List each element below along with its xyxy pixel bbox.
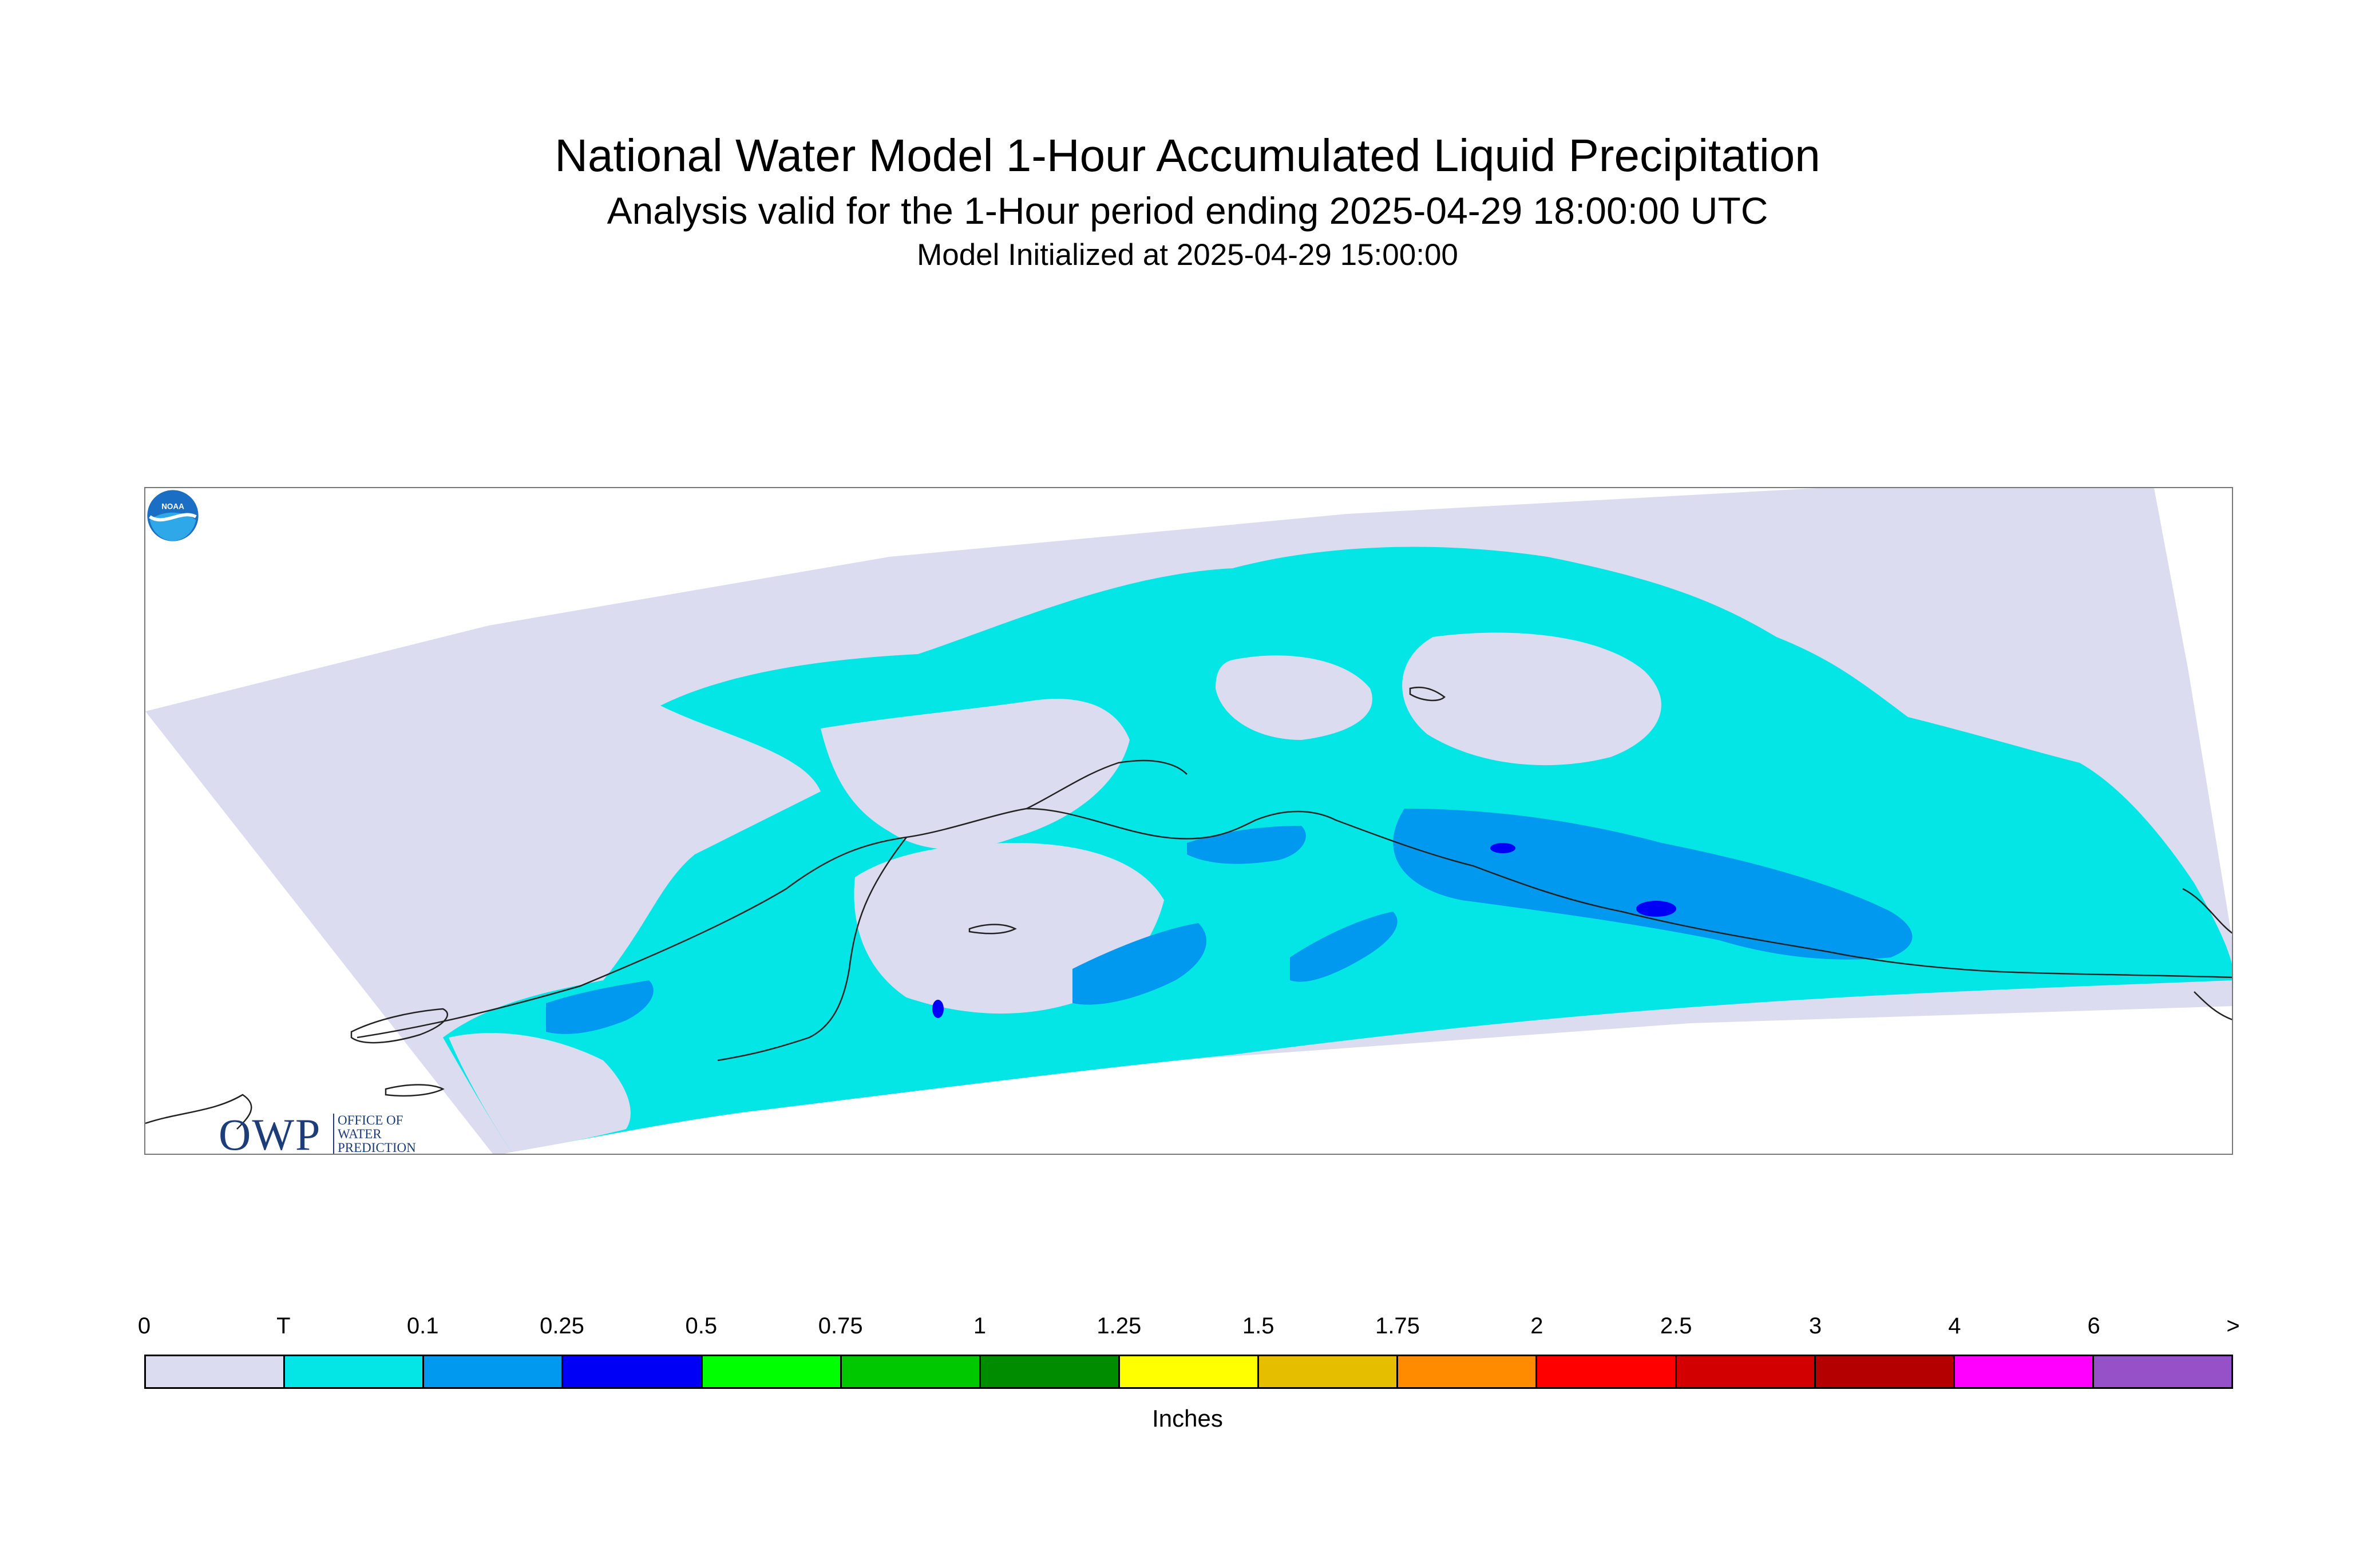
legend-tick-label: 0.1 bbox=[406, 1313, 439, 1339]
legend-tick-label: T bbox=[276, 1313, 291, 1339]
legend-tick-label: 6 bbox=[2087, 1313, 2100, 1339]
legend-tick-label: 2.5 bbox=[1660, 1313, 1692, 1339]
legend-swatch bbox=[1398, 1356, 1538, 1387]
coastline-lake-north bbox=[1409, 686, 1446, 702]
coastline-island-south bbox=[385, 1084, 445, 1097]
legend-tick-label: 1.25 bbox=[1097, 1313, 1142, 1339]
legend-tick-label: 0.5 bbox=[685, 1313, 718, 1339]
noaa-logo: NOAA bbox=[145, 488, 200, 543]
legend-swatch bbox=[702, 1356, 842, 1387]
precipitation-map: OWP OFFICE OF WATER PREDICTION NOAA bbox=[144, 487, 2233, 1155]
legend-tick-label: 1.5 bbox=[1242, 1313, 1274, 1339]
legend-tick-label: 3 bbox=[1808, 1313, 1822, 1339]
coastline-southeast bbox=[2182, 888, 2232, 1020]
valid-period-subtitle: Analysis valid for the 1-Hour period end… bbox=[607, 189, 1768, 232]
dry-southwest-corner bbox=[449, 1033, 631, 1152]
legend-tick-label: 0.75 bbox=[818, 1313, 863, 1339]
legend-swatch bbox=[285, 1356, 425, 1387]
dry-interior-east bbox=[1402, 632, 1661, 766]
coastline-lake bbox=[968, 924, 1017, 935]
coastline-inlet bbox=[1026, 759, 1188, 810]
legend-tick-label: 1 bbox=[973, 1313, 987, 1339]
legend-swatch bbox=[1676, 1356, 1816, 1387]
coastline-island-west bbox=[350, 1008, 448, 1044]
model-init-subtitle: Model Initialized at 2025-04-29 15:00:00 bbox=[917, 238, 1458, 272]
dry-interior-central bbox=[1216, 655, 1372, 740]
light-precip-kenai bbox=[1290, 912, 1398, 982]
legend-units: Inches bbox=[1152, 1405, 1223, 1432]
coastline-southwest bbox=[145, 1094, 252, 1130]
noaa-logo-text: NOAA bbox=[161, 502, 184, 510]
legend-swatch bbox=[1259, 1356, 1399, 1387]
owp-logo-text: OFFICE OF WATER PREDICTION bbox=[333, 1113, 416, 1155]
heavy-precip-core-north bbox=[1490, 843, 1515, 853]
coastline-main bbox=[357, 807, 2232, 1039]
owp-logo-line-3: PREDICTION bbox=[338, 1141, 416, 1155]
outside-domain-right bbox=[2154, 488, 2232, 938]
legend-tick-label: > bbox=[2226, 1313, 2240, 1339]
map-canvas bbox=[145, 488, 2232, 1154]
legend-swatch bbox=[424, 1356, 564, 1387]
owp-logo-mark: OWP bbox=[219, 1110, 322, 1155]
legend-swatch bbox=[1537, 1356, 1677, 1387]
owp-logo-line-1: OFFICE OF bbox=[338, 1113, 403, 1127]
heavy-precip-core-east bbox=[1636, 901, 1676, 917]
legend-swatch bbox=[563, 1356, 703, 1387]
legend-swatch bbox=[980, 1356, 1120, 1387]
legend-swatch bbox=[841, 1356, 981, 1387]
legend-tick-label: 2 bbox=[1530, 1313, 1543, 1339]
legend-swatch bbox=[2093, 1356, 2232, 1387]
trace-precip-main bbox=[443, 547, 2232, 1152]
legend-tick-label: 0.25 bbox=[540, 1313, 584, 1339]
legend-swatch bbox=[146, 1356, 286, 1387]
legend-tick-label: 0 bbox=[137, 1313, 151, 1339]
legend-swatch bbox=[1954, 1356, 2094, 1387]
coastline-peninsula bbox=[717, 837, 907, 1062]
heavy-precip-core-south bbox=[932, 1000, 944, 1018]
map-title: National Water Model 1-Hour Accumulated … bbox=[555, 130, 1820, 181]
owp-logo-line-2: WATER bbox=[338, 1127, 382, 1141]
dry-interior-north bbox=[821, 699, 1130, 850]
legend-tick-label: 1.75 bbox=[1375, 1313, 1420, 1339]
legend-tick-label: 4 bbox=[1948, 1313, 1961, 1339]
outside-domain-lower bbox=[504, 1006, 2232, 1154]
light-precip-west bbox=[546, 980, 654, 1034]
light-precip-band-east bbox=[1393, 809, 1913, 960]
legend-swatch bbox=[1119, 1356, 1260, 1387]
legend-swatch bbox=[1815, 1356, 1955, 1387]
legend-colorbar bbox=[144, 1355, 2233, 1389]
light-precip-band-central bbox=[1072, 923, 1207, 1005]
